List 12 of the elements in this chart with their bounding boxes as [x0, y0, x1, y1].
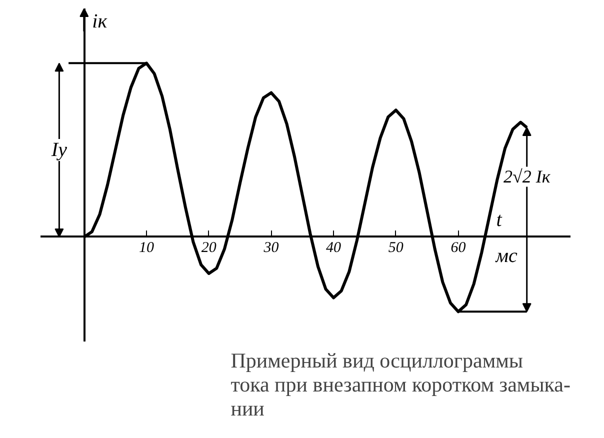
- y-axis-title: iк: [92, 10, 108, 32]
- x-tick-label: 40: [326, 240, 342, 256]
- x-tick-label: 20: [201, 240, 217, 256]
- x-tick-label: 10: [139, 240, 154, 256]
- x-tick-label: 50: [388, 240, 404, 256]
- text: Примерный вид осциллограммы тока при внезапном коротком замыка- нии: [230, 348, 571, 420]
- annotation: 2√2 Iк: [503, 166, 551, 187]
- x-tick-label: 30: [262, 240, 280, 256]
- annotation: мс: [494, 244, 518, 267]
- x-tick-label: 60: [450, 240, 466, 256]
- annotation: Iy: [50, 139, 68, 162]
- x-axis-title: t: [496, 208, 502, 231]
